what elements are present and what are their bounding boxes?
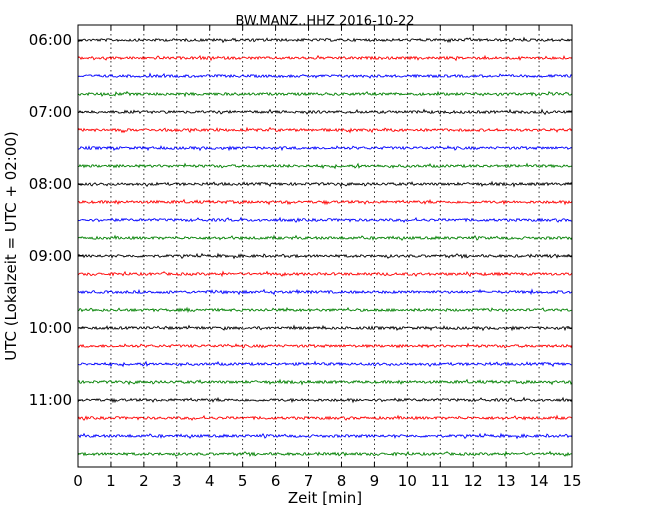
seismic-trace [77,54,573,62]
seismic-trace [77,145,573,152]
y-tick-label: 06:00 [29,31,72,49]
seismic-trace [77,432,573,440]
x-tick-label: 3 [172,472,182,490]
seismic-trace [77,252,573,260]
x-tick-label: 8 [337,472,347,490]
x-tick-label: 12 [464,472,483,490]
y-tick-label: 11:00 [29,391,72,409]
x-axis-ticks: 0 1 2 3 4 5 6 7 8 9 10 11 12 13 14 15 [73,25,582,490]
seismic-trace [77,450,573,458]
y-tick-label: 07:00 [29,103,72,121]
seismic-trace [77,342,573,349]
seismic-trace [77,360,573,368]
seismic-trace [77,414,573,421]
chart-title: BW.MANZ..HHZ 2016-10-22 [235,14,414,29]
x-tick-label: 11 [431,472,450,490]
y-tick-label: 09:00 [29,247,72,265]
y-tick-label: 10:00 [29,319,72,337]
seismic-trace [77,216,573,223]
seismic-trace [77,72,573,79]
x-tick-label: 7 [304,472,314,490]
x-tick-label: 5 [238,472,248,490]
seismic-trace [77,126,573,134]
y-axis-label: UTC (Lokalzeit = UTC + 02:00) [2,131,20,361]
x-tick-label: 0 [73,472,83,490]
x-tick-label: 14 [530,472,549,490]
x-tick-label: 1 [106,472,116,490]
seismic-trace [77,396,573,404]
grid-lines [110,25,540,467]
seismic-trace [77,36,573,44]
y-axis-ticks: 06:00 07:00 08:00 09:00 10:00 11:00 [29,31,572,409]
x-tick-label: 4 [205,472,215,490]
seismic-trace [77,234,573,242]
x-tick-label: 13 [497,472,516,490]
x-axis-label: Zeit [min] [288,489,362,507]
seismic-trace [77,288,573,296]
seismic-trace [77,162,573,170]
seismic-trace [77,198,573,206]
plot-frame [77,24,573,468]
x-tick-label: 15 [562,472,581,490]
seismic-trace [77,180,573,188]
x-tick-label: 10 [398,472,417,490]
x-tick-label: 2 [139,472,149,490]
seismic-trace [77,270,573,278]
seismic-trace [77,378,573,386]
x-tick-label: 9 [370,472,380,490]
y-tick-label: 08:00 [29,175,72,193]
seismic-traces [77,36,573,458]
seismic-trace [77,90,573,98]
seismic-trace [77,108,573,116]
x-tick-label: 6 [271,472,281,490]
seismic-trace [77,324,573,332]
seismic-trace [77,306,573,314]
